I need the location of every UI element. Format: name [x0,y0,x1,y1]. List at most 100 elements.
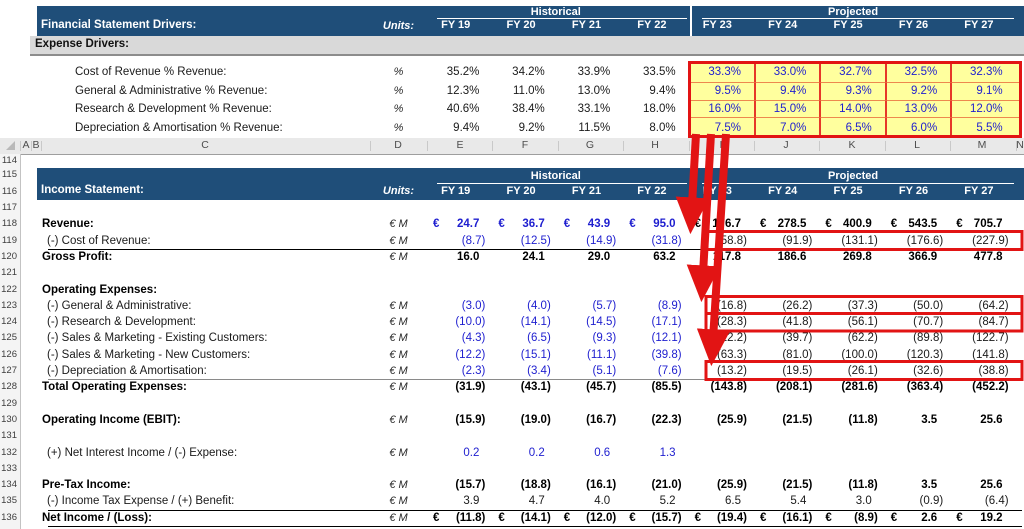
cell-r123-FY26[interactable]: (50.0) [913,299,944,312]
cell-r128-FY20[interactable]: (43.1) [520,381,551,394]
cell-r136-FY27[interactable]: €19.2 [950,510,1015,526]
cell-r127-FY19[interactable]: (2.3) [461,365,486,377]
cell-r125-FY27[interactable]: (122.7) [972,332,1009,345]
cell-r128-FY21[interactable]: (45.7) [586,381,617,394]
is-label-122[interactable]: Operating Expenses: [42,283,158,296]
cell-r124-FY27[interactable]: (84.7) [978,316,1009,329]
cell-r125-FY19[interactable]: (4.3) [461,332,486,345]
column-header-I[interactable]: I [719,139,723,151]
cell-driver1-FY26[interactable]: 32.5% [904,66,938,78]
column-header-F[interactable]: F [521,139,529,151]
cell-r132-FY20[interactable]: 0.2 [528,446,545,459]
cell-r118-FY26[interactable]: €543.5 [885,216,950,232]
cell-driver3-FY19[interactable]: 40.6% [446,103,480,116]
cell-driver3-FY23[interactable]: 16.0% [708,103,741,116]
cell-r128-FY22[interactable]: (85.5) [651,381,682,394]
cell-driver2-FY20[interactable]: 11.0% [513,84,545,97]
is-label-120[interactable]: Gross Profit: [42,250,113,263]
cell-r132-FY19[interactable]: 0.2 [463,446,480,459]
cell-r125-FY21[interactable]: (9.3) [592,332,617,345]
row-header-134[interactable]: 134 [1,479,17,491]
cell-r135-FY21[interactable]: 4.0 [594,495,611,508]
fy-header-FY22[interactable]: FY 22 [637,185,667,197]
row-header-118[interactable]: 118 [1,218,17,230]
row-header-133[interactable]: 133 [1,462,17,474]
is-label-132[interactable]: (+) Net Interest Income / (-) Expense: [47,446,238,459]
cell-driver2-FY21[interactable]: 13.0% [577,84,611,97]
fy-header-FY26[interactable]: FY 26 [898,19,929,31]
cell-r130-FY26[interactable]: 3.5 [921,413,938,426]
cell-r118-FY19[interactable]: €24.7 [427,216,492,232]
cell-r118-FY22[interactable]: €95.0 [623,216,688,232]
cell-r130-FY19[interactable]: (15.9) [455,413,486,426]
fy-header-FY20[interactable]: FY 20 [506,185,536,197]
row-header-124[interactable]: 124 [1,316,17,328]
cell-r127-FY25[interactable]: (26.1) [847,365,878,377]
row-header-117[interactable]: 117 [1,202,17,213]
is-label-124[interactable]: (-) Research & Development: [47,316,196,329]
cell-r128-FY23[interactable]: (143.8) [710,381,747,394]
cell-r134-FY24[interactable]: (21.5) [782,479,813,492]
cell-driver2-FY26[interactable]: 9.2% [910,84,938,97]
cell-driver3-FY26[interactable]: 13.0% [904,103,938,116]
cell-r127-FY24[interactable]: (19.5) [782,365,813,377]
row-header-127[interactable]: 127 [1,365,17,376]
cell-r123-FY22[interactable]: (8.9) [657,299,682,312]
cell-driver3-FY20[interactable]: 38.4% [512,103,545,116]
cell-driver4-FY23[interactable]: 7.5% [714,121,741,134]
cell-r126-FY20[interactable]: (15.1) [520,348,551,361]
cell-r123-FY19[interactable]: (3.0) [461,299,486,312]
cell-r127-FY21[interactable]: (5.1) [592,365,617,377]
fy-header-FY24[interactable]: FY 24 [768,19,798,31]
cell-r136-FY22[interactable]: € (15.7) [623,510,688,526]
cell-driver3-FY25[interactable]: 14.0% [839,103,872,116]
cell-r136-FY26[interactable]: €2.6 [885,510,950,526]
cell-r130-FY25[interactable]: (11.8) [848,413,878,426]
cell-r136-FY23[interactable]: € (19.4) [689,510,754,526]
cell-r134-FY21[interactable]: (16.1) [586,479,617,492]
is-label-136[interactable]: Net Income / (Loss): [42,511,152,524]
fy-header-FY27[interactable]: FY 27 [964,185,994,197]
cell-driver4-FY24[interactable]: 7.0% [780,121,807,134]
cell-r134-FY19[interactable]: (15.7) [455,479,486,492]
row-header-116[interactable]: 116 [1,185,17,197]
cell-r126-FY27[interactable]: (141.8) [972,348,1009,361]
cell-driver4-FY25[interactable]: 6.5% [845,121,872,134]
cell-r136-FY21[interactable]: € (12.0) [558,510,623,526]
column-header-C[interactable]: C [201,139,209,151]
cell-r119-FY20[interactable]: (12.5) [520,234,551,247]
cell-r125-FY23[interactable]: (22.2) [716,332,747,345]
cell-r135-FY24[interactable]: 5.4 [790,495,807,508]
cell-r125-FY22[interactable]: (12.1) [651,332,682,345]
cell-driver2-FY22[interactable]: 9.4% [649,84,676,97]
column-header-E[interactable]: E [456,139,464,151]
cell-r124-FY24[interactable]: (41.8) [782,316,813,329]
is-label-126[interactable]: (-) Sales & Marketing - New Customers: [47,348,251,361]
column-header-G[interactable]: G [585,139,595,151]
fy-header-FY19[interactable]: FY 19 [441,185,471,197]
row-header-130[interactable]: 130 [1,413,17,425]
cell-r124-FY26[interactable]: (70.7) [913,316,944,329]
cell-r120-FY27[interactable]: 477.8 [973,250,1003,263]
fy-header-FY25[interactable]: FY 25 [833,19,863,31]
cell-r136-FY19[interactable]: € (11.8) [427,510,492,526]
row-header-136[interactable]: 136 [1,511,17,523]
cell-driver2-FY25[interactable]: 9.3% [845,84,872,97]
cell-r123-FY20[interactable]: (4.0) [527,299,551,312]
cell-r118-FY21[interactable]: €43.9 [558,216,623,232]
column-header-D[interactable]: D [394,139,402,151]
is-label-119[interactable]: (-) Cost of Revenue: [47,234,151,247]
cell-r128-FY24[interactable]: (208.1) [775,381,813,394]
cell-driver4-FY21[interactable]: 11.5% [578,121,611,134]
cell-r126-FY21[interactable]: (11.1) [586,348,617,361]
column-header-L[interactable]: L [914,139,920,151]
cell-r125-FY24[interactable]: (39.7) [782,332,813,345]
cell-r128-FY25[interactable]: (281.6) [841,381,878,394]
cell-driver3-FY21[interactable]: 33.1% [577,103,611,116]
row-header-132[interactable]: 132 [1,446,17,458]
cell-driver3-FY27[interactable]: 12.0% [969,103,1003,116]
cell-r126-FY23[interactable]: (63.3) [716,348,747,361]
cell-r124-FY23[interactable]: (28.3) [716,316,747,329]
cell-r135-FY23[interactable]: 6.5 [724,495,741,508]
